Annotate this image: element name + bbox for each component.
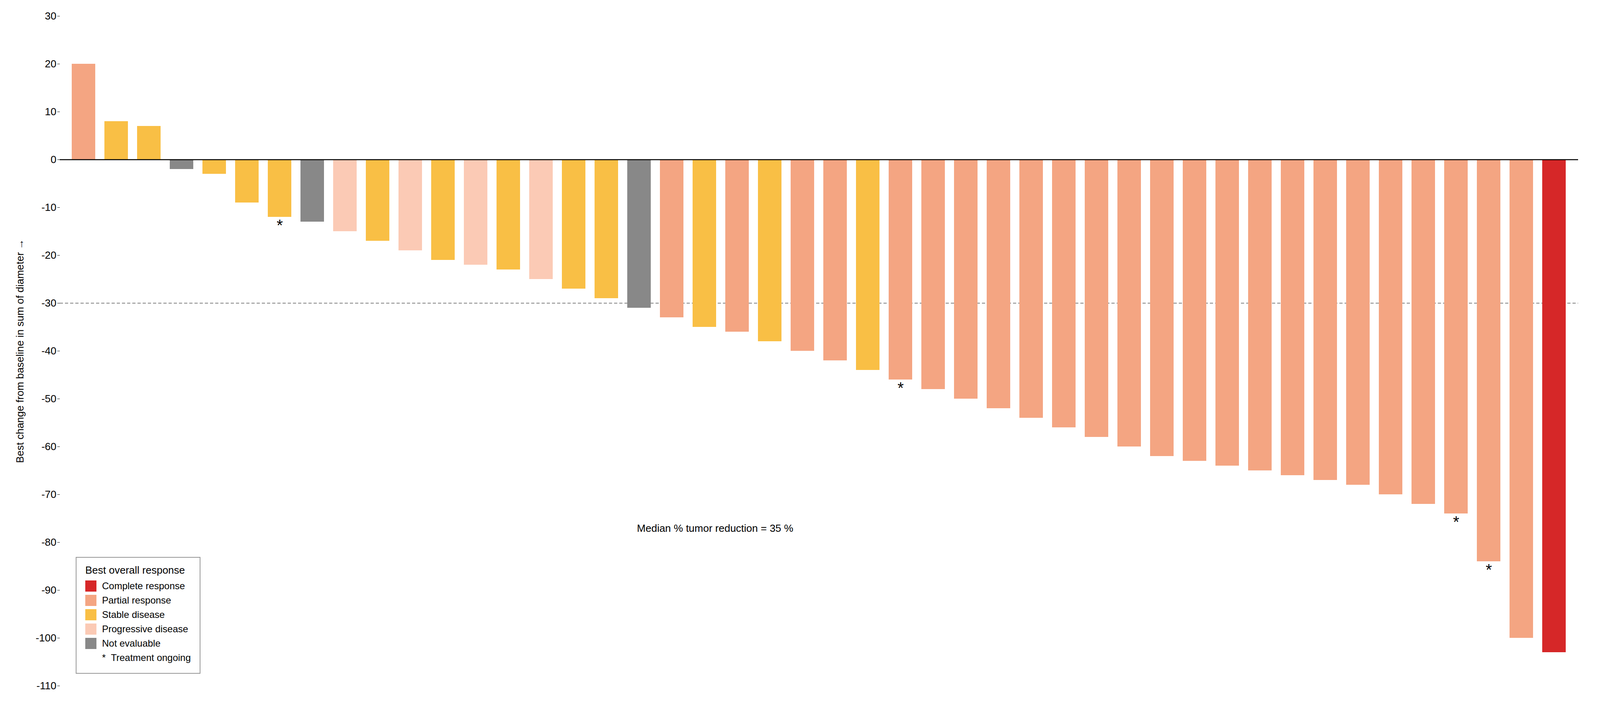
svg-text:-20: -20 <box>41 249 57 262</box>
svg-text:*: * <box>1485 560 1493 579</box>
html-text:* Treatment ongoing: * Treatment ongoing <box>102 651 191 663</box>
svg-text:*: * <box>1452 512 1460 531</box>
svg-text:30: 30 <box>45 9 57 22</box>
html-text:Partial response: Partial response <box>102 594 172 606</box>
svg-text:-30: -30 <box>41 296 57 309</box>
html-text:Best overall response: Best overall response <box>85 563 185 576</box>
svg-text:-90: -90 <box>41 583 57 596</box>
html-text:Progressive disease: Progressive disease <box>102 623 189 635</box>
html-text:Not evaluable: Not evaluable <box>102 637 161 649</box>
svg-text:-40: -40 <box>41 344 57 357</box>
svg-text:-100: -100 <box>35 631 57 644</box>
svg-text:*: * <box>897 378 904 397</box>
svg-text:-110: -110 <box>36 679 57 692</box>
svg-text:0: 0 <box>50 153 57 166</box>
svg-text:-70: -70 <box>41 488 57 501</box>
html-text:Complete response: Complete response <box>102 580 185 591</box>
svg-text:-80: -80 <box>41 535 57 548</box>
svg-text:20: 20 <box>45 57 57 70</box>
svg-text:Best change from baseline in s: Best change from baseline in sum of diam… <box>13 238 26 463</box>
svg-text:*: * <box>276 216 283 234</box>
html-text:Stable disease: Stable disease <box>102 608 165 620</box>
svg-text:10: 10 <box>45 105 57 118</box>
svg-text:-50: -50 <box>41 392 57 405</box>
svg-text:-60: -60 <box>41 440 57 453</box>
svg-text:Median % tumor reduction = 35: Median % tumor reduction = 35 % <box>636 522 794 534</box>
svg-text:-10: -10 <box>41 201 57 214</box>
